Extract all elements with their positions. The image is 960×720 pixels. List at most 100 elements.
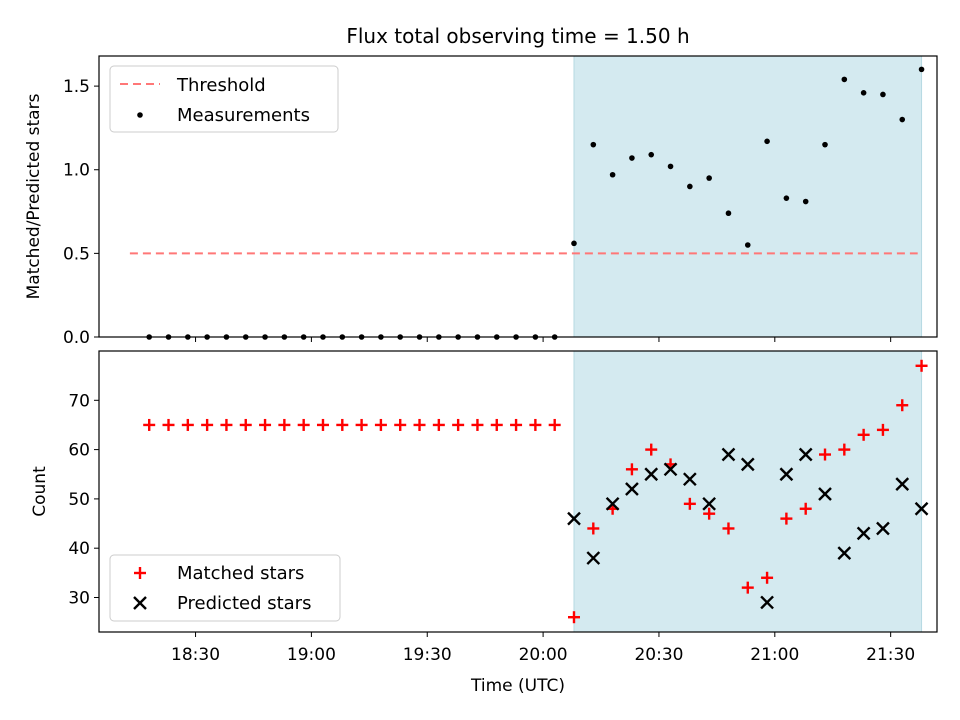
matched-star-marker <box>625 463 638 476</box>
matched-star-marker <box>780 512 793 525</box>
panel-top-ratio: 0.0 0.5 1.0 1.5 Matched/Predicted stars Thr… <box>24 55 938 348</box>
matched-star-marker <box>471 418 484 431</box>
matched-star-marker <box>490 418 503 431</box>
legend-measurements-swatch <box>137 112 143 118</box>
predicted-star-stroke-b <box>895 477 910 491</box>
bottom-y-tick-label: 60 <box>68 441 90 461</box>
matched-star-marker <box>703 507 716 520</box>
predicted-star-stroke-b <box>605 496 620 511</box>
matched-star-marker <box>857 428 870 441</box>
predicted-star-marker <box>567 511 581 526</box>
predicted-star-marker <box>895 477 910 491</box>
legend-predicted-label: Predicted stars <box>177 593 311 614</box>
top-y-tick-label: 0.0 <box>63 328 90 348</box>
predicted-star-stroke-b <box>798 447 813 462</box>
bottom-x-tick-label: 20:00 <box>519 645 568 665</box>
matched-star-marker <box>915 359 928 372</box>
matched-star-marker <box>761 571 774 584</box>
predicted-star-stroke-b <box>721 447 736 462</box>
matched-star-marker <box>259 418 272 431</box>
predicted-star-marker <box>663 462 678 477</box>
predicted-star-marker <box>625 482 639 496</box>
predicted-star-stroke-b <box>644 467 659 482</box>
matched-star-marker <box>645 443 658 456</box>
highlight-span-top <box>573 55 923 338</box>
predicted-star-stroke-b <box>779 467 794 482</box>
matched-star-marker <box>819 448 832 461</box>
top-y-tick-label: 1.5 <box>63 77 90 97</box>
predicted-star-marker <box>682 472 697 487</box>
measurement-point <box>687 183 693 190</box>
predicted-star-stroke-b <box>586 551 601 565</box>
matched-star-marker <box>722 522 735 535</box>
panel-bottom-count: 30 40 50 60 70 18:30 19:00 19:30 20:00 20:30 21:00… <box>30 350 938 696</box>
top-legend: Threshold Measurements <box>109 65 339 133</box>
legend-predicted-swatch <box>133 596 147 610</box>
predicted-star-stroke-b <box>567 511 581 526</box>
predicted-star-marker <box>798 447 813 462</box>
matched-star-marker <box>548 418 561 431</box>
matched-star-marker <box>413 418 426 431</box>
matched-star-marker <box>510 418 523 431</box>
matched-star-marker <box>336 418 349 431</box>
matched-star-marker <box>587 522 600 535</box>
measurement-point <box>590 141 597 148</box>
measurement-point <box>629 155 635 161</box>
predicted-star-stroke-b <box>663 462 678 477</box>
predicted-star-stroke-b <box>837 546 852 560</box>
predicted-star-marker <box>721 447 736 462</box>
measurement-point <box>899 116 906 123</box>
predicted-star-marker <box>760 595 774 610</box>
predicted-star-marker <box>586 551 601 565</box>
chart-title: Flux total observing time = 1.50 h <box>346 24 689 48</box>
matched-star-marker <box>239 418 252 431</box>
bottom-x-tick-label: 21:30 <box>866 645 915 665</box>
bottom-y-tick-label: 40 <box>68 539 90 559</box>
measurement-point <box>667 163 674 170</box>
top-axes-frame <box>98 55 938 338</box>
bottom-legend-box <box>109 554 341 622</box>
measurement-point <box>802 198 809 205</box>
matched-star-marker <box>683 497 696 510</box>
top-y-axis-label: Matched/Predicted stars <box>24 93 44 299</box>
top-y-tick-label: 1.0 <box>63 161 90 181</box>
predicted-star-marker <box>856 526 871 541</box>
measurement-point <box>764 138 770 145</box>
matched-star-marker <box>220 418 233 431</box>
predicted-star-marker <box>779 467 794 482</box>
predicted-star-marker <box>702 496 717 511</box>
measurement-point <box>918 66 925 73</box>
measurement-point <box>648 151 655 158</box>
legend-measurements-label: Measurements <box>177 105 310 126</box>
matched-star-marker <box>529 418 542 431</box>
measurement-point <box>783 195 790 201</box>
predicted-star-stroke-b <box>914 501 929 516</box>
bottom-x-tick-label: 21:00 <box>750 645 799 665</box>
predicted-star-stroke-b <box>702 496 717 511</box>
bottom-x-tick-label: 18:30 <box>171 645 220 665</box>
measurement-point <box>880 91 886 98</box>
bottom-y-tick-label: 30 <box>68 588 90 608</box>
matched-star-marker <box>201 418 214 431</box>
legend-matched-swatch <box>134 567 146 579</box>
matched-star-marker <box>355 418 368 431</box>
predicted-star-stroke-b <box>876 521 890 536</box>
matched-star-marker <box>162 418 175 431</box>
predicted-star-stroke-b <box>682 472 697 487</box>
matched-star-marker <box>799 502 812 515</box>
matched-star-marker <box>567 611 580 624</box>
bottom-axis-ticks: 30 40 50 60 70 18:30 19:00 19:30 20:00 20:30 21:00… <box>68 391 915 665</box>
predicted-star-stroke-b <box>856 526 871 541</box>
predicted-star-stroke-b <box>625 482 639 496</box>
matched-star-marker <box>452 418 465 431</box>
measurement-point <box>841 76 848 83</box>
measurement-point <box>706 175 712 181</box>
predicted-star-marker <box>740 457 755 472</box>
predicted-star-stroke-b <box>760 595 774 610</box>
bottom-y-tick-label: 70 <box>68 391 90 411</box>
bottom-x-tick-label: 19:30 <box>403 645 452 665</box>
measurement-point <box>860 89 867 96</box>
matched-star-marker <box>278 418 291 431</box>
matched-star-marker <box>741 581 754 594</box>
matched-star-marker <box>181 418 194 431</box>
